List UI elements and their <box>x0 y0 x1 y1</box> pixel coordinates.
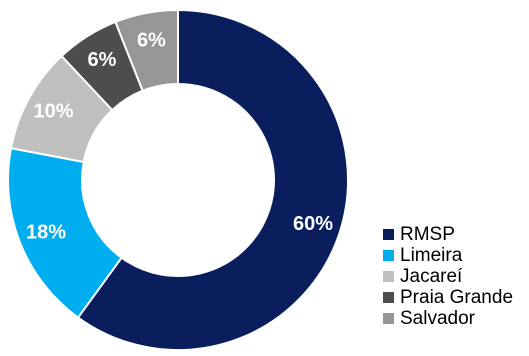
legend-swatch-limeira <box>383 250 394 261</box>
legend-label-jacarei: Jacareí <box>400 265 463 287</box>
data-label-praia-grande: 6% <box>87 49 116 71</box>
legend-swatch-rmsp <box>383 229 394 240</box>
legend-item-salvador: Salvador <box>383 308 513 329</box>
legend-item-rmsp: RMSP <box>383 224 513 245</box>
legend-label-praia-grande: Praia Grande <box>400 286 514 308</box>
legend-swatch-jacarei <box>383 271 394 282</box>
legend-label-salvador: Salvador <box>400 307 475 329</box>
legend-swatch-salvador <box>383 313 394 324</box>
legend-label-limeira: Limeira <box>400 244 463 266</box>
legend-item-limeira: Limeira <box>383 245 513 266</box>
slice-rmsp <box>76 8 349 351</box>
slice-salvador <box>114 8 179 93</box>
legend: RMSP Limeira Jacareí Praia Grande Salvad… <box>383 224 513 329</box>
data-label-salvador: 6% <box>137 30 166 52</box>
legend-item-praia-grande: Praia Grande <box>383 287 513 308</box>
legend-item-jacarei: Jacareí <box>383 266 513 287</box>
data-label-jacarei: 10% <box>34 101 74 123</box>
data-label-limeira: 18% <box>26 221 66 243</box>
legend-swatch-praia-grande <box>383 292 394 303</box>
data-label-rmsp: 60% <box>293 213 333 235</box>
legend-label-rmsp: RMSP <box>400 223 455 245</box>
